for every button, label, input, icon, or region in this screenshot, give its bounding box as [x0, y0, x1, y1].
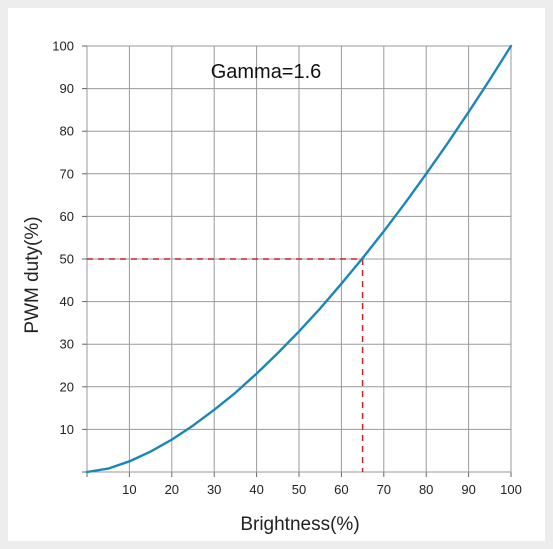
- tick-labels: 10 20 30 40 50 60 70 80 90 100 10 20 30 40 50 60 70 80 90 1…: [52, 39, 522, 498]
- y-tick-label: 90: [60, 81, 74, 96]
- x-tick-label: 90: [461, 482, 475, 497]
- x-tick-label: 20: [165, 482, 179, 497]
- x-tick-label: 10: [122, 482, 136, 497]
- x-tick-label: 30: [207, 482, 221, 497]
- y-tick-label: 80: [60, 124, 74, 139]
- y-axis-label: PWM duty(%): [22, 216, 43, 333]
- y-tick-label: 50: [60, 252, 74, 267]
- y-tick-label: 100: [52, 39, 74, 54]
- grid: [82, 45, 512, 477]
- x-tick-label: 100: [500, 482, 522, 497]
- chart-frame: 10 20 30 40 50 60 70 80 90 100 10 20 30 40 50 60 70 80 90 1…: [8, 8, 545, 541]
- y-tick-label: 70: [60, 166, 74, 181]
- series-layer: [85, 44, 513, 474]
- x-tick-label: 40: [249, 482, 263, 497]
- x-tick-label: 70: [377, 482, 391, 497]
- x-tick-label: 60: [334, 482, 348, 497]
- x-tick-label: 80: [419, 482, 433, 497]
- x-axis-label: Brightness(%): [240, 514, 359, 535]
- x-tick-label: 50: [292, 482, 306, 497]
- y-tick-label: 30: [60, 337, 74, 352]
- gamma-annotation: Gamma=1.6: [211, 61, 322, 83]
- series-line: [85, 44, 513, 474]
- y-tick-label: 40: [60, 294, 74, 309]
- y-tick-label: 10: [60, 422, 74, 437]
- reference-lines: [87, 258, 364, 472]
- y-tick-label: 20: [60, 379, 74, 394]
- gamma-chart: 10 20 30 40 50 60 70 80 90 100 10 20 30 40 50 60 70 80 90 1…: [22, 39, 522, 536]
- y-tick-label: 60: [60, 209, 74, 224]
